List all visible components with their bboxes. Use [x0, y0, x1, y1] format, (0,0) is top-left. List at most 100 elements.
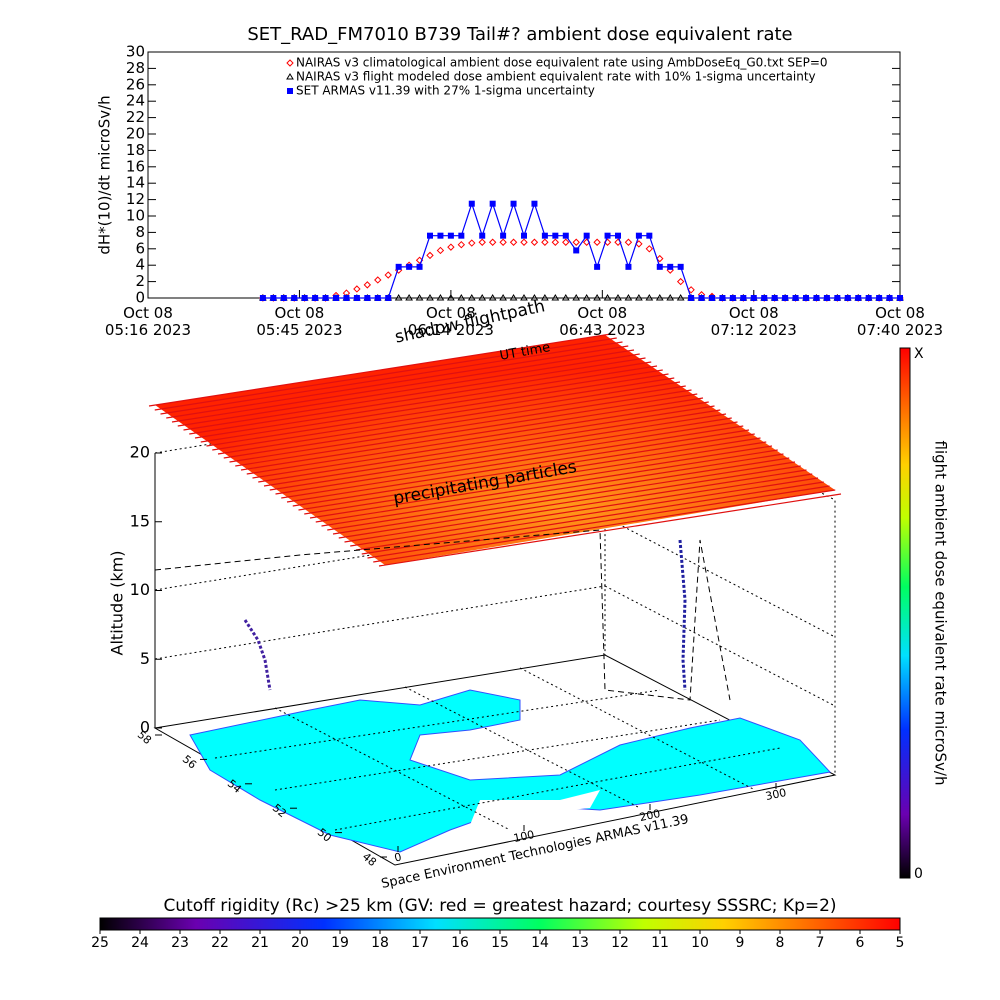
z-tick-label: 0 — [140, 718, 150, 737]
slab-line — [292, 433, 755, 507]
colorbar-tick-label: 10 — [691, 935, 709, 951]
colorbar-tick-label: 24 — [131, 935, 149, 951]
marker — [677, 263, 684, 270]
marker — [509, 238, 518, 246]
marker — [509, 294, 518, 301]
colorbar-tick-label: 17 — [411, 935, 429, 951]
marker — [645, 245, 654, 253]
slab-line — [304, 441, 767, 515]
marker — [645, 294, 654, 301]
slab-line — [286, 429, 750, 503]
marker — [426, 294, 434, 301]
marker — [855, 295, 862, 301]
colorbar-tick-label: 19 — [331, 935, 349, 951]
flight-track — [678, 539, 687, 691]
slab-line — [235, 393, 698, 467]
legend-marker — [286, 73, 294, 80]
marker — [834, 295, 841, 301]
y-tick-label: 16 — [126, 157, 145, 175]
colorbar-tick-label: 7 — [816, 935, 825, 951]
grid-line-3d — [334, 747, 781, 831]
marker — [844, 295, 851, 301]
colorbar-tick-label: 21 — [251, 935, 269, 951]
marker — [709, 295, 715, 301]
slab-line — [200, 369, 663, 443]
grid-line-3d — [274, 719, 721, 791]
marker — [500, 232, 507, 239]
lat-tick-label: 56 — [180, 753, 199, 772]
marker — [499, 294, 507, 301]
marker — [572, 238, 580, 246]
y-tick-label: 12 — [126, 190, 145, 208]
y-tick-label: 2 — [135, 272, 145, 290]
slab-line — [183, 357, 646, 431]
legend-marker — [286, 59, 294, 67]
colorbar-tick-label: 22 — [211, 935, 229, 951]
marker — [771, 295, 778, 301]
x-tick-label: Oct 08 05:16 2023 — [104, 304, 192, 339]
z-tick-label: 10 — [130, 580, 150, 599]
marker — [447, 232, 454, 239]
marker — [478, 294, 487, 301]
flight-track — [243, 619, 272, 691]
slab-line — [148, 333, 612, 407]
marker — [603, 294, 612, 301]
slab-line — [350, 473, 813, 547]
marker — [615, 232, 621, 239]
marker — [520, 238, 528, 246]
marker — [876, 295, 883, 301]
marker — [719, 295, 726, 301]
marker — [468, 200, 475, 207]
marker — [604, 232, 611, 239]
marker — [625, 263, 632, 270]
slab-line — [315, 449, 778, 523]
y-tick-label: 30 — [126, 43, 145, 61]
y-tick-label: 6 — [135, 239, 145, 257]
colorbar-tick-label: 15 — [491, 935, 509, 951]
colorbar-tick-label: 8 — [776, 935, 785, 951]
marker — [624, 294, 633, 301]
marker — [426, 251, 434, 260]
grid-line-3d — [604, 585, 836, 707]
slab-line — [327, 457, 790, 531]
z-tick-label: 20 — [130, 443, 150, 462]
chart-title: SET_RAD_FM7010 B739 Tail#? ambient dose … — [247, 24, 792, 45]
marker — [552, 232, 559, 239]
marker — [270, 295, 277, 301]
marker — [384, 271, 392, 279]
marker — [551, 294, 560, 301]
marker — [823, 295, 830, 301]
x-tick-label: Oct 08 05:45 2023 — [256, 304, 343, 339]
marker — [520, 294, 528, 301]
marker — [333, 295, 339, 301]
marker — [510, 200, 517, 207]
slab-line — [355, 477, 819, 551]
slab-line — [269, 417, 732, 491]
sea — [470, 790, 600, 825]
marker — [551, 238, 560, 246]
marker — [782, 295, 789, 301]
y-tick-label: 26 — [126, 75, 145, 93]
legend-label: SET ARMAS v11.39 with 27% 1-sigma uncert… — [296, 84, 595, 98]
y-tick-label: 0 — [135, 289, 145, 307]
dose-colorbar — [899, 347, 911, 879]
slab-line — [332, 461, 796, 535]
marker — [457, 240, 466, 249]
marker — [416, 263, 423, 270]
marker — [499, 238, 507, 246]
legend-marker — [287, 88, 293, 94]
marker — [655, 294, 664, 301]
slab-line — [281, 425, 744, 499]
slab-line — [246, 401, 709, 475]
marker — [750, 295, 757, 301]
grid-line-3d — [154, 516, 606, 591]
marker — [594, 263, 601, 270]
x-tick-label: Oct 08 07:12 2023 — [710, 304, 797, 339]
marker — [374, 295, 381, 301]
lon-tick-label: 300 — [764, 786, 787, 803]
lon-tick-label: 0 — [393, 850, 403, 864]
marker — [865, 295, 872, 301]
slab-line — [217, 381, 681, 455]
slab-line — [252, 405, 715, 479]
